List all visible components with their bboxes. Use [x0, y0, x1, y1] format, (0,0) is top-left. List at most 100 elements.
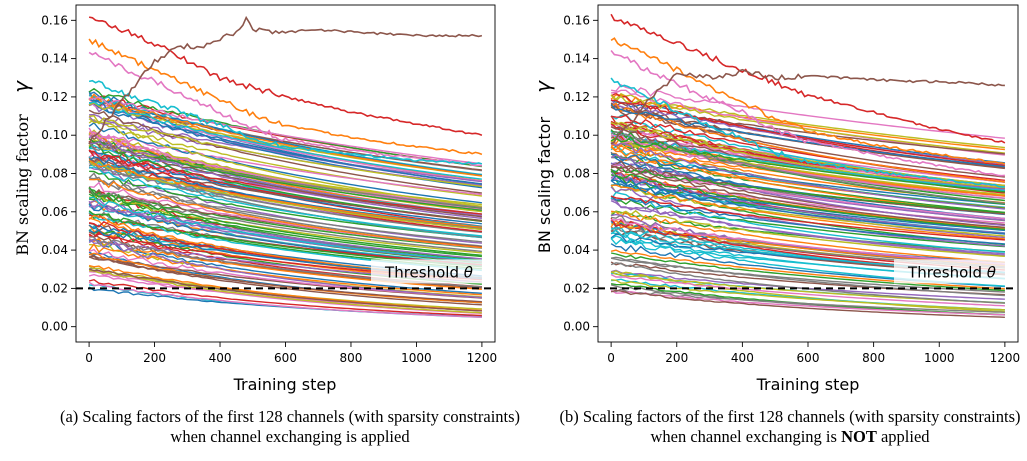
x-tick-label: 1200	[990, 351, 1021, 365]
series-line	[88, 268, 482, 312]
series-line	[611, 134, 1005, 199]
y-tick-label: 0.02	[563, 281, 590, 295]
series-line-highlight	[88, 51, 483, 167]
series-line	[610, 191, 1005, 253]
x-tick-label: 600	[797, 351, 820, 365]
series-line	[89, 178, 482, 249]
series-line	[610, 154, 1005, 227]
y-tick-label: 0.00	[41, 320, 68, 334]
series-line	[610, 252, 1005, 292]
caption-b-text: Scaling factors of the first 128 channel…	[582, 407, 1021, 446]
series-line	[88, 237, 482, 290]
series-line	[610, 198, 1005, 255]
x-tick-label: 800	[340, 351, 363, 365]
threshold-symbol: θ	[464, 263, 473, 281]
threshold-label-box	[894, 259, 1011, 284]
caption-a: (a) Scaling factors of the first 128 cha…	[55, 407, 525, 447]
series-line	[611, 218, 1005, 265]
series-line	[610, 289, 1005, 318]
y-tick-label: 0.10	[41, 128, 68, 142]
series-line	[610, 173, 1005, 224]
y-axis-label-text-b: BN scaling factor	[535, 117, 554, 254]
y-axis-symbol-a: γ	[9, 80, 33, 93]
series-line	[88, 172, 482, 247]
x-tick-label: 400	[731, 351, 754, 365]
series-line	[610, 168, 1005, 231]
series-line	[88, 159, 482, 228]
axis-ticks-a: 0 200 400 600 800 1000 1200 0.00 0.02 0.04 0.06 0.0…	[41, 13, 497, 365]
series-line	[610, 94, 1005, 151]
series-line-highlight	[610, 13, 1006, 144]
figure-canvas: Threshold θ 0 200 400 600 800 1000 1200 0.00 0.0…	[9, 4, 1021, 394]
series-line	[611, 153, 1005, 205]
series-line	[611, 184, 1005, 240]
series-line	[88, 188, 482, 253]
series-line	[610, 102, 1005, 183]
series-line	[88, 121, 482, 204]
series-line	[88, 134, 482, 217]
caption-a-tag: (a)	[59, 407, 79, 426]
series-line	[88, 98, 482, 185]
caption-a-text: Scaling factors of the first 128 channel…	[82, 407, 521, 446]
series-line	[88, 242, 482, 296]
series-line	[88, 196, 482, 262]
series-line	[610, 94, 1005, 154]
series-line-highlight	[610, 49, 1005, 177]
threshold-a: Threshold θ	[76, 259, 495, 290]
series-line	[610, 273, 1005, 307]
y-tick-label: 0.14	[563, 52, 590, 66]
series-line-highlight	[88, 16, 483, 136]
series-line	[610, 135, 1005, 196]
series-line-highlight	[88, 15, 483, 145]
series-line	[89, 269, 482, 314]
series-line	[88, 130, 482, 211]
threshold-b: Threshold θ	[598, 259, 1018, 290]
series-line-highlight	[610, 77, 1005, 188]
y-tick-label: 0.14	[41, 52, 68, 66]
x-tick-label: 200	[665, 351, 688, 365]
x-tick-label: 1200	[467, 351, 498, 365]
y-tick-label: 0.04	[563, 243, 590, 257]
series-line	[88, 193, 482, 254]
series-line	[610, 249, 1005, 290]
series-line	[89, 113, 482, 183]
series-line-highlight	[610, 68, 1005, 145]
y-tick-label: 0.12	[563, 90, 590, 104]
chart-panel-a: Threshold θ 0 200 400 600 800 1000 1200 0.00 0.0…	[9, 4, 497, 394]
series-line	[610, 84, 1005, 139]
series-line	[610, 141, 1005, 210]
series-line	[88, 238, 482, 299]
y-tick-label: 0.04	[41, 243, 68, 257]
y-axis-label-b: BN scaling factor γ	[531, 80, 555, 253]
series-line	[610, 140, 1005, 197]
threshold-label-box	[371, 259, 488, 284]
x-tick-label: 0	[85, 351, 93, 365]
series-line	[611, 165, 1005, 214]
series-line	[89, 115, 482, 188]
series-line	[88, 166, 482, 244]
series-line-highlight	[88, 38, 483, 156]
series-line	[88, 118, 482, 207]
series-line	[88, 158, 482, 238]
series-line	[88, 160, 482, 231]
series-line	[88, 138, 482, 211]
y-axis-label-a: BN scaling factor γ	[9, 80, 33, 256]
series-line	[89, 141, 482, 219]
x-tick-label: 400	[209, 351, 232, 365]
series-line	[88, 188, 482, 249]
y-axis-label-text-a: BN scaling factor	[13, 114, 32, 256]
series-line	[610, 130, 1005, 192]
series-line	[610, 165, 1005, 229]
threshold-label: Threshold θ	[384, 263, 473, 281]
y-tick-label: 0.06	[563, 205, 590, 219]
series-line	[610, 162, 1005, 221]
x-axis-label-a: Training step	[233, 375, 337, 394]
caption-b-tag: (b)	[559, 407, 579, 426]
series-line	[610, 104, 1005, 168]
series-line	[88, 93, 482, 177]
y-tick-label: 0.08	[41, 167, 68, 181]
chart-panel-b: Threshold θ 0 200 400 600 800 1000 1200 0.00 0.0…	[531, 4, 1021, 394]
series-line	[88, 166, 482, 237]
series-line	[610, 195, 1005, 248]
caption-b: (b) Scaling factors of the first 128 cha…	[555, 407, 1025, 447]
